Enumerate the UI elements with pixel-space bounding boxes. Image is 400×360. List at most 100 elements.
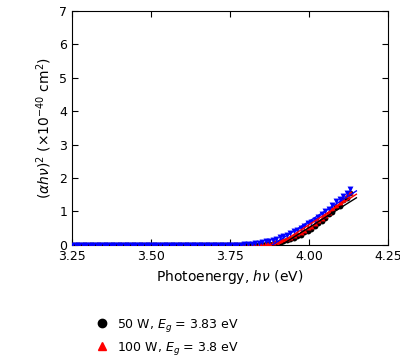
Point (157, 242, 163, 248)
Point (122, 242, 128, 248)
Point (182, 242, 188, 248)
Point (290, 229, 297, 234)
Point (118, 242, 124, 248)
Point (329, 205, 336, 211)
Point (333, 204, 339, 210)
Point (241, 242, 248, 248)
Point (182, 242, 188, 248)
Point (199, 242, 206, 248)
Point (294, 227, 300, 233)
Point (167, 242, 174, 248)
Point (217, 242, 223, 248)
Point (280, 238, 286, 244)
Point (319, 215, 325, 220)
Point (185, 242, 191, 248)
Point (160, 242, 167, 248)
Point (333, 198, 339, 204)
Point (143, 242, 149, 248)
Point (188, 242, 195, 248)
Point (343, 195, 350, 201)
Point (83, 242, 89, 248)
Point (312, 217, 318, 222)
Point (153, 242, 160, 248)
Point (150, 242, 156, 248)
Point (72, 242, 79, 248)
Point (108, 242, 114, 248)
Point (164, 242, 170, 248)
Point (72, 242, 79, 248)
Point (153, 242, 160, 248)
Point (315, 221, 322, 226)
Point (129, 242, 135, 248)
Point (90, 242, 96, 248)
Point (213, 242, 220, 248)
Point (94, 242, 100, 248)
Point (157, 242, 163, 248)
Point (315, 217, 322, 223)
Point (231, 242, 237, 248)
Point (301, 230, 308, 235)
Point (234, 242, 241, 248)
Point (171, 242, 177, 248)
Point (241, 242, 248, 247)
Point (273, 236, 279, 242)
Point (153, 242, 160, 248)
Point (174, 242, 181, 248)
Point (273, 240, 279, 246)
Point (69, 242, 75, 248)
Point (79, 242, 86, 248)
Point (266, 238, 272, 243)
Point (220, 242, 226, 248)
Point (69, 242, 75, 248)
Point (143, 242, 149, 248)
Point (76, 242, 82, 248)
Point (118, 242, 124, 248)
Point (104, 242, 110, 248)
Point (329, 202, 336, 207)
Point (245, 242, 251, 248)
Point (308, 219, 314, 225)
Point (143, 242, 149, 248)
Point (111, 242, 118, 248)
Point (252, 242, 258, 247)
Point (238, 242, 244, 248)
Point (336, 197, 343, 202)
Point (125, 242, 132, 248)
Point (259, 242, 265, 247)
Point (108, 242, 114, 248)
Point (213, 242, 220, 248)
Point (290, 235, 297, 240)
Point (188, 242, 195, 248)
Point (196, 242, 202, 248)
Point (319, 211, 325, 217)
Point (301, 227, 308, 233)
Point (199, 242, 206, 248)
Point (259, 239, 265, 245)
Point (298, 225, 304, 231)
Point (79, 242, 86, 248)
Point (333, 202, 339, 208)
Point (132, 242, 138, 248)
Point (280, 237, 286, 242)
Point (192, 242, 198, 248)
Point (171, 242, 177, 248)
Point (255, 240, 262, 246)
Point (319, 218, 325, 224)
Point (326, 207, 332, 212)
Point (202, 242, 209, 248)
Point (136, 242, 142, 248)
Point (322, 208, 329, 213)
Point (90, 242, 96, 248)
Point (312, 223, 318, 229)
Point (210, 242, 216, 248)
Point (182, 242, 188, 248)
Point (79, 242, 86, 248)
Point (270, 240, 276, 246)
Point (227, 242, 234, 248)
Point (136, 242, 142, 248)
Point (125, 242, 132, 248)
Point (192, 242, 198, 248)
X-axis label: Photoenergy, $h\nu$ (eV): Photoenergy, $h\nu$ (eV) (156, 268, 304, 286)
Point (86, 242, 93, 248)
Point (248, 242, 255, 248)
